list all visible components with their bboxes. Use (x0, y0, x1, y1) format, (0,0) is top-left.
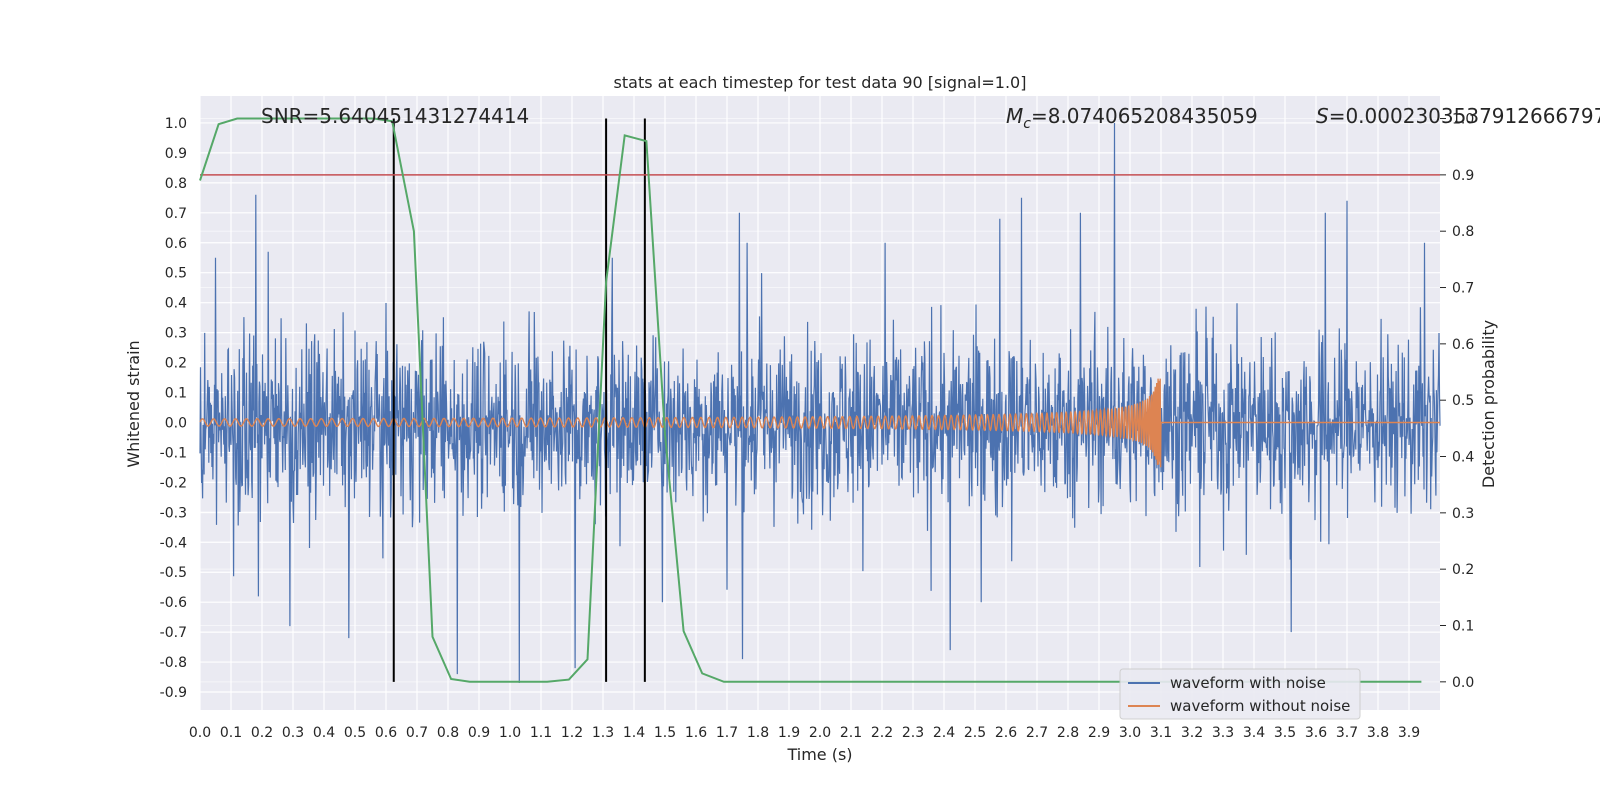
y2-tick-label: 0.0 (1452, 675, 1474, 691)
y-tick-label: 0.4 (165, 296, 187, 312)
y-tick-label: -0.6 (160, 595, 187, 611)
s-symbol: S (1316, 104, 1329, 128)
y2-tick-label: 0.8 (1452, 224, 1474, 240)
x-tick-label: 3.3 (1212, 725, 1234, 741)
x-tick-label: 2.2 (871, 725, 893, 741)
x-tick-label: 0.5 (344, 725, 366, 741)
y-tick-label: -0.7 (160, 625, 187, 641)
legend-label-waveform-with-noise: waveform with noise (1170, 674, 1326, 692)
x-tick-label: 0.3 (282, 725, 304, 741)
x-tick-label: 2.0 (809, 725, 831, 741)
x-tick-label: 1.8 (747, 725, 769, 741)
noise-waveform-line (199, 122, 1441, 684)
y2-axis-ticks: 1.0 0.9 0.8 0.7 0.6 0.5 0.4 0.3 0.2 0.1 0.0 (1440, 112, 1474, 691)
y-axis-ticks: 1.0 0.9 0.8 0.7 0.6 0.5 0.4 0.3 0.2 0.1 0.0 -0.1 -0.… (160, 116, 187, 701)
x-tick-label: 1.7 (716, 725, 738, 741)
y-tick-label: 0.3 (165, 326, 187, 342)
detection-markers (392, 118, 646, 682)
y-tick-label: -0.1 (160, 445, 187, 461)
y-tick-label: 0.5 (165, 266, 187, 282)
mc-symbol: M (1006, 104, 1023, 128)
y-tick-label: -0.5 (160, 565, 187, 581)
x-tick-label: 3.9 (1398, 725, 1420, 741)
detection-probability-line (199, 117, 1422, 683)
x-tick-label: 3.4 (1243, 725, 1265, 741)
y2-tick-label: 0.3 (1452, 506, 1474, 522)
x-tick-label: 2.7 (1026, 725, 1048, 741)
s-annotation: S=0.00023035379126667976 (1316, 104, 1600, 128)
x-tick-label: 0.4 (313, 725, 335, 741)
y-axis-label: Whitened strain (124, 340, 143, 467)
y-tick-label: 1.0 (165, 116, 187, 132)
x-tick-label: 2.8 (1057, 725, 1079, 741)
y2-tick-label: 0.5 (1452, 393, 1474, 409)
x-tick-label: 2.6 (995, 725, 1017, 741)
x-tick-label: 3.5 (1274, 725, 1296, 741)
y2-tick-label: 0.6 (1452, 337, 1474, 353)
mc-annotation: Mc=8.074065208435059 (1006, 104, 1258, 132)
x-axis-ticks: 0.0 0.1 0.2 0.3 0.4 0.5 0.6 0.7 0.8 0.9 1.0 1.1 1.2 1… (189, 725, 1420, 741)
x-axis-label: Time (s) (786, 745, 852, 764)
y-tick-label: 0.7 (165, 206, 187, 222)
x-tick-label: 0.7 (406, 725, 428, 741)
y-tick-label: -0.8 (160, 655, 187, 671)
legend-label-waveform-without-noise: waveform without noise (1170, 697, 1350, 715)
y2-tick-label: 0.4 (1452, 450, 1474, 466)
x-tick-label: 2.9 (1088, 725, 1110, 741)
x-tick-label: 2.3 (902, 725, 924, 741)
clean-waveform-line (199, 378, 1440, 468)
x-tick-label: 0.8 (437, 725, 459, 741)
y2-tick-label: 1.0 (1452, 112, 1474, 128)
snr-annotation: SNR=5.640451431274414 (261, 104, 529, 128)
y2-axis-label: Detection probability (1479, 320, 1498, 488)
x-tick-label: 1.6 (685, 725, 707, 741)
y-tick-label: 0.0 (165, 415, 187, 431)
x-tick-label: 2.4 (933, 725, 955, 741)
y-tick-label: 0.9 (165, 146, 187, 162)
x-tick-label: 1.4 (623, 725, 645, 741)
s-value: =0.00023035379126667976 (1329, 104, 1600, 128)
x-tick-label: 2.1 (840, 725, 862, 741)
x-tick-label: 0.9 (468, 725, 490, 741)
chart-title: stats at each timestep for test data 90 … (614, 73, 1027, 92)
y-tick-label: 0.8 (165, 176, 187, 192)
y2-tick-label: 0.1 (1452, 619, 1474, 635)
x-tick-label: 0.1 (220, 725, 242, 741)
x-tick-label: 1.0 (499, 725, 521, 741)
y-tick-label: -0.3 (160, 505, 187, 521)
series-waveform-with-noise (199, 122, 1441, 684)
x-tick-label: 1.3 (592, 725, 614, 741)
x-tick-label: 3.0 (1119, 725, 1141, 741)
x-tick-label: 0.0 (189, 725, 211, 741)
x-tick-label: 0.2 (251, 725, 273, 741)
x-tick-label: 3.1 (1150, 725, 1172, 741)
mc-subscript: c (1023, 116, 1031, 132)
y2-tick-label: 0.7 (1452, 281, 1474, 297)
y2-tick-label: 0.9 (1452, 168, 1474, 184)
series-detection-probability (199, 117, 1422, 683)
x-tick-label: 0.6 (375, 725, 397, 741)
x-tick-label: 1.1 (530, 725, 552, 741)
y-tick-label: -0.9 (160, 685, 187, 701)
x-tick-label: 1.5 (654, 725, 676, 741)
y-tick-label: 0.1 (165, 386, 187, 402)
legend: waveform with noise waveform without noi… (1119, 668, 1361, 720)
y-tick-label: 0.2 (165, 356, 187, 372)
x-tick-label: 1.9 (778, 725, 800, 741)
x-tick-label: 3.2 (1181, 725, 1203, 741)
y2-tick-label: 0.2 (1452, 562, 1474, 578)
y-tick-label: -0.2 (160, 475, 187, 491)
x-tick-label: 2.5 (964, 725, 986, 741)
y-tick-label: 0.6 (165, 236, 187, 252)
y-tick-label: -0.4 (160, 535, 187, 551)
x-tick-label: 1.2 (561, 725, 583, 741)
mc-value: =8.074065208435059 (1031, 104, 1258, 128)
x-tick-label: 3.6 (1305, 725, 1327, 741)
x-tick-label: 3.8 (1367, 725, 1389, 741)
x-tick-label: 3.7 (1336, 725, 1358, 741)
legend-box (1119, 668, 1361, 720)
series-waveform-without-noise (199, 378, 1440, 468)
